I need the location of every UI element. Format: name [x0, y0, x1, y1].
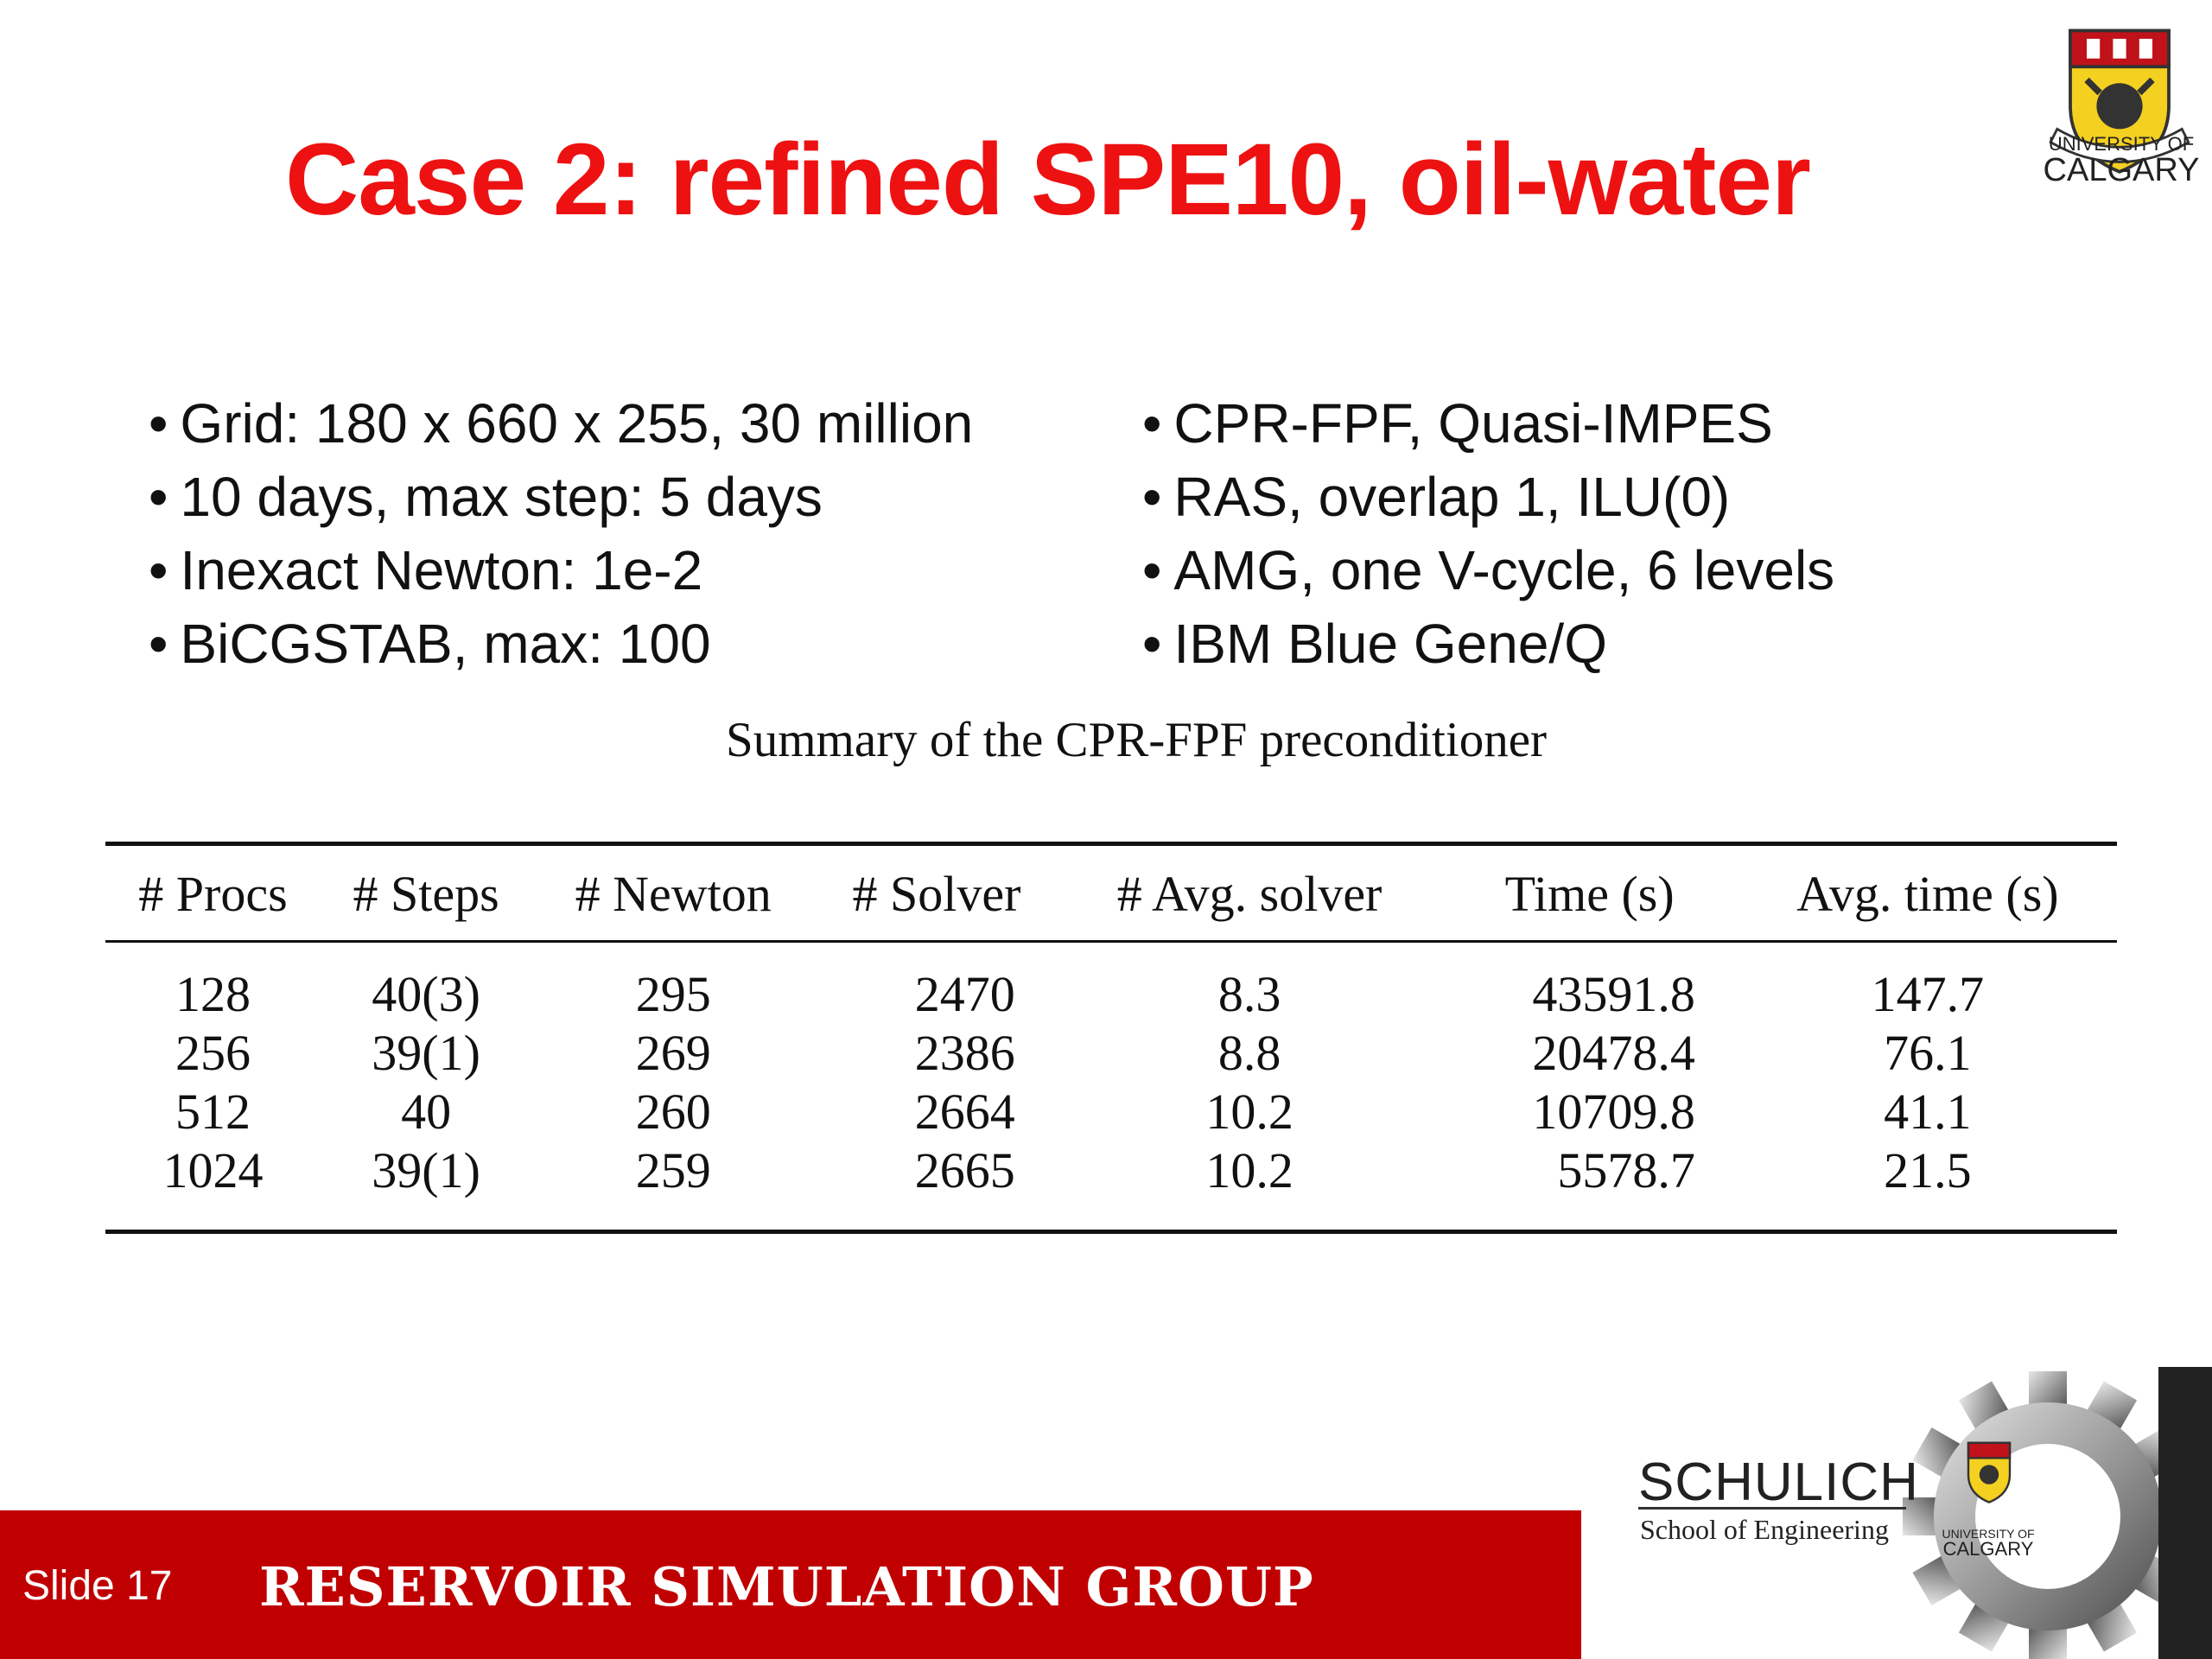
bullet-list-left: Grid: 180 x 660 x 255, 30 million 10 day…	[149, 387, 1125, 681]
university-crest-icon	[2049, 29, 2190, 174]
cell: 40	[401, 1084, 452, 1140]
results-table: # Procs # Steps # Newton # Solver # Avg.…	[105, 842, 2117, 1234]
table-row: 512 40 260 2664 10.2 10709.8 41.1	[105, 1083, 2117, 1141]
bullet-item: AMG, one V-cycle, 6 levels	[1142, 534, 2179, 607]
logo-line-1: UNIVERSITY OF	[1942, 1527, 2035, 1541]
cell: 10.2	[1205, 1142, 1294, 1198]
cell: 20478.4	[1532, 1025, 1695, 1081]
footer-bar	[0, 1510, 1581, 1659]
cell: 8.3	[1217, 966, 1281, 1022]
cell: 43591.8	[1532, 966, 1695, 1022]
cell: 295	[635, 966, 711, 1022]
cell: 128	[175, 966, 251, 1022]
cell: 2470	[914, 966, 1015, 1022]
decorative-stripe	[2158, 1367, 2212, 1659]
table-row: 128 40(3) 295 2470 8.3 43591.8 147.7	[105, 942, 2117, 1025]
cell: 21.5	[1884, 1142, 1972, 1198]
cell: 512	[175, 1084, 251, 1140]
university-logo-text: UNIVERSITY OF CALGARY	[2035, 133, 2208, 188]
school-name: SCHULICH	[1638, 1452, 1919, 1512]
footer-university-logo-text: UNIVERSITY OF CALGARY	[1932, 1528, 2044, 1559]
col-time: Time (s)	[1504, 866, 1675, 922]
cell: 8.8	[1217, 1025, 1281, 1081]
university-crest-icon	[1967, 1441, 2012, 1503]
table-row: 1024 39(1) 259 2665 10.2 5578.7 21.5	[105, 1141, 2117, 1232]
col-solver: # Solver	[852, 866, 1021, 922]
cell: 269	[635, 1025, 711, 1081]
cell: 2386	[914, 1025, 1015, 1081]
cell: 10.2	[1205, 1084, 1294, 1140]
bullet-item: 10 days, max step: 5 days	[149, 461, 1125, 534]
logo-line-2: CALGARY	[2043, 152, 2200, 188]
cell: 41.1	[1884, 1084, 1972, 1140]
bullet-item: RAS, overlap 1, ILU(0)	[1142, 461, 2179, 534]
divider	[1638, 1507, 1906, 1510]
col-procs: # Procs	[138, 866, 288, 922]
bullet-item: CPR-FPF, Quasi-IMPES	[1142, 387, 2179, 461]
cell: 147.7	[1871, 966, 1985, 1022]
table-header-row: # Procs # Steps # Newton # Solver # Avg.…	[105, 843, 2117, 942]
bullet-item: IBM Blue Gene/Q	[1142, 607, 2179, 681]
col-avg-time: Avg. time (s)	[1796, 866, 2059, 922]
cell: 259	[635, 1142, 711, 1198]
cell: 76.1	[1884, 1025, 1972, 1081]
cell: 2665	[914, 1142, 1015, 1198]
school-subtitle: School of Engineering	[1640, 1514, 1889, 1545]
cell: 1024	[162, 1142, 264, 1198]
bullet-item: Inexact Newton: 1e-2	[149, 534, 1125, 607]
cell: 40(3)	[372, 966, 480, 1022]
cell: 256	[175, 1025, 251, 1081]
group-name: RESERVOIR SIMULATION GROUP	[259, 1555, 1314, 1618]
logo-line-2: CALGARY	[1942, 1538, 2034, 1560]
cell: 2664	[914, 1084, 1015, 1140]
bullet-item: BiCGSTAB, max: 100	[149, 607, 1125, 681]
slide-title: Case 2: refined SPE10, oil-water	[285, 123, 1811, 237]
bullet-list-right: CPR-FPF, Quasi-IMPES RAS, overlap 1, ILU…	[1142, 387, 2179, 681]
gear-icon	[1903, 1371, 2186, 1659]
table-caption: Summary of the CPR-FPF preconditioner	[726, 713, 1547, 767]
cell: 39(1)	[372, 1142, 480, 1198]
cell: 5578.7	[1557, 1142, 1695, 1198]
logo-line-1: UNIVERSITY OF	[2048, 133, 2195, 155]
table-row: 256 39(1) 269 2386 8.8 20478.4 76.1	[105, 1024, 2117, 1083]
bullet-item: Grid: 180 x 660 x 255, 30 million	[149, 387, 1125, 461]
cell: 39(1)	[372, 1025, 480, 1081]
slide-number: Slide 17	[22, 1563, 173, 1609]
col-steps: # Steps	[353, 866, 499, 922]
col-avg-solver: # Avg. solver	[1116, 866, 1382, 922]
col-newton: # Newton	[575, 866, 772, 922]
cell: 260	[635, 1084, 711, 1140]
cell: 10709.8	[1532, 1084, 1695, 1140]
